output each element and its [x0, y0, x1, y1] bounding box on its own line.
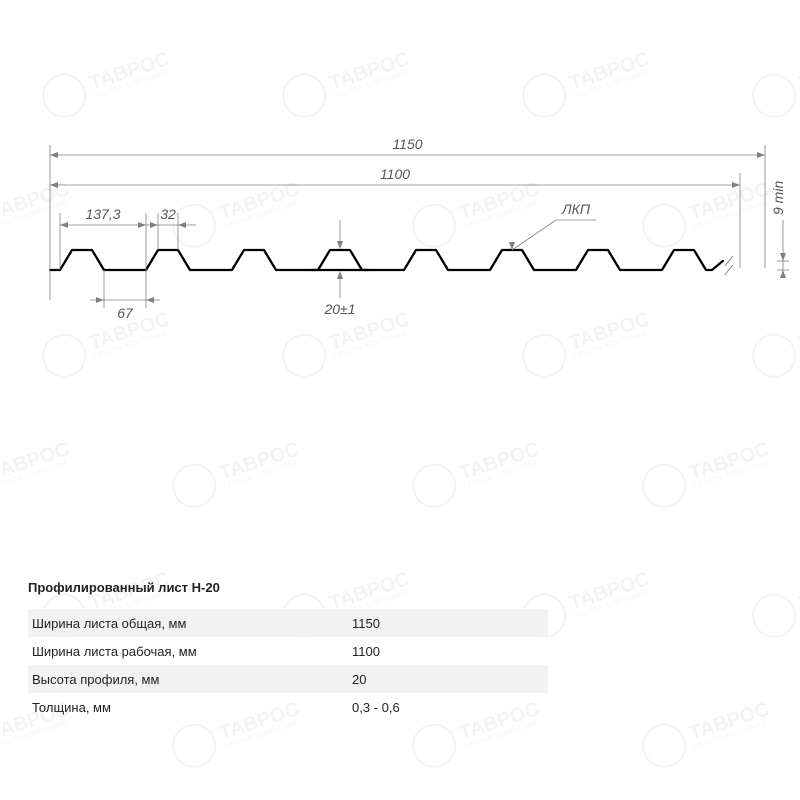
svg-text:ЛКП: ЛКП	[561, 201, 591, 217]
svg-text:137,3: 137,3	[85, 206, 120, 222]
spec-value: 0,3 - 0,6	[352, 700, 472, 715]
svg-text:9 min: 9 min	[770, 181, 786, 215]
spec-table: Профилированный лист Н-20 Ширина листа о…	[28, 580, 548, 721]
spec-row: Ширина листа рабочая, мм1100	[28, 637, 548, 665]
spec-label: Высота профиля, мм	[28, 672, 352, 687]
spec-row: Толщина, мм0,3 - 0,6	[28, 693, 548, 721]
spec-label: Толщина, мм	[28, 700, 352, 715]
spec-label: Ширина листа общая, мм	[28, 616, 352, 631]
svg-text:67: 67	[117, 305, 134, 321]
spec-label: Ширина листа рабочая, мм	[28, 644, 352, 659]
svg-text:1100: 1100	[380, 166, 410, 182]
spec-value: 1150	[352, 616, 472, 631]
spec-table-title: Профилированный лист Н-20	[28, 580, 548, 595]
svg-text:20±1: 20±1	[323, 301, 355, 317]
profile-diagram: 20±1 1150 1100 137,3 32 67 ЛКП 9 min	[0, 0, 800, 420]
spec-row: Ширина листа общая, мм1150	[28, 609, 548, 637]
svg-text:1150: 1150	[392, 136, 422, 152]
spec-value: 20	[352, 672, 472, 687]
spec-row: Высота профиля, мм20	[28, 665, 548, 693]
spec-value: 1100	[352, 644, 472, 659]
svg-text:32: 32	[160, 206, 176, 222]
